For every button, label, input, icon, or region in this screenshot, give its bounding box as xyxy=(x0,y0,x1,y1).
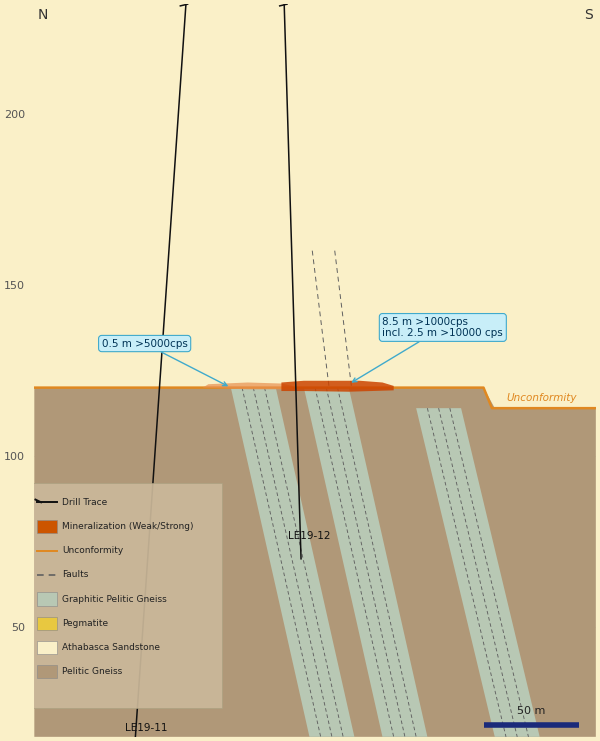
Text: Faults: Faults xyxy=(62,571,89,579)
Text: Pegmatite: Pegmatite xyxy=(62,619,109,628)
Polygon shape xyxy=(34,4,596,388)
Polygon shape xyxy=(203,382,293,389)
Text: Pelitic Gneiss: Pelitic Gneiss xyxy=(62,667,122,676)
Text: S: S xyxy=(584,7,593,21)
Text: Drill Trace: Drill Trace xyxy=(62,498,107,507)
Polygon shape xyxy=(37,641,57,654)
Polygon shape xyxy=(416,408,539,737)
Polygon shape xyxy=(304,388,427,737)
Polygon shape xyxy=(32,483,223,708)
Text: LE19-11: LE19-11 xyxy=(125,723,168,734)
Text: Mineralization (Weak/Strong): Mineralization (Weak/Strong) xyxy=(62,522,194,531)
Polygon shape xyxy=(37,617,57,630)
Text: Athabasca Sandstone: Athabasca Sandstone xyxy=(62,643,160,652)
Polygon shape xyxy=(37,592,57,605)
Text: Unconformity: Unconformity xyxy=(506,393,577,403)
Polygon shape xyxy=(281,381,394,392)
Text: 0.5 m >5000cps: 0.5 m >5000cps xyxy=(102,339,227,385)
Text: 8.5 m >1000cps
incl. 2.5 m >10000 cps: 8.5 m >1000cps incl. 2.5 m >10000 cps xyxy=(352,316,503,382)
Text: N: N xyxy=(37,7,47,21)
Polygon shape xyxy=(231,388,355,737)
Text: 50 m: 50 m xyxy=(517,706,545,717)
Text: LE19-12: LE19-12 xyxy=(288,531,331,542)
Polygon shape xyxy=(37,665,57,678)
Polygon shape xyxy=(34,388,596,737)
Text: Graphitic Pelitic Gneiss: Graphitic Pelitic Gneiss xyxy=(62,594,167,603)
Polygon shape xyxy=(37,520,57,533)
Text: Unconformity: Unconformity xyxy=(62,546,124,555)
